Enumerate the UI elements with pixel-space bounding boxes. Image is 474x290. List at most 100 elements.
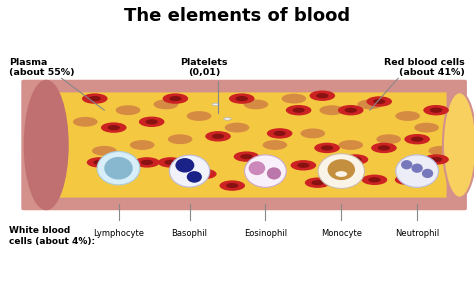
Ellipse shape: [349, 157, 362, 162]
Ellipse shape: [225, 123, 249, 133]
Ellipse shape: [212, 103, 219, 106]
Ellipse shape: [187, 111, 211, 121]
Ellipse shape: [234, 151, 259, 162]
Ellipse shape: [82, 93, 108, 104]
Ellipse shape: [430, 157, 442, 162]
Ellipse shape: [404, 134, 430, 144]
Ellipse shape: [338, 105, 364, 115]
Ellipse shape: [395, 111, 420, 121]
Ellipse shape: [92, 146, 117, 156]
Ellipse shape: [373, 99, 385, 104]
Ellipse shape: [422, 169, 433, 178]
Ellipse shape: [154, 99, 178, 109]
Ellipse shape: [311, 180, 324, 185]
Ellipse shape: [376, 134, 401, 144]
Ellipse shape: [240, 154, 253, 159]
Ellipse shape: [292, 108, 305, 113]
Ellipse shape: [316, 93, 328, 98]
Ellipse shape: [163, 93, 188, 104]
Ellipse shape: [97, 151, 140, 185]
Ellipse shape: [267, 128, 292, 139]
Ellipse shape: [423, 154, 449, 165]
FancyBboxPatch shape: [46, 81, 448, 92]
Text: White blood
cells (about 4%):: White blood cells (about 4%):: [9, 226, 96, 246]
Ellipse shape: [108, 125, 120, 130]
Text: Lymphocyte: Lymphocyte: [93, 229, 144, 238]
Ellipse shape: [187, 171, 202, 183]
Ellipse shape: [259, 168, 272, 174]
Ellipse shape: [205, 131, 231, 142]
Ellipse shape: [24, 80, 69, 210]
Ellipse shape: [93, 160, 106, 165]
Ellipse shape: [321, 145, 333, 151]
Ellipse shape: [175, 158, 194, 173]
Ellipse shape: [297, 163, 310, 168]
Ellipse shape: [368, 177, 381, 182]
Ellipse shape: [411, 137, 423, 142]
Ellipse shape: [357, 99, 382, 109]
Text: Red blood cells
(about 41%): Red blood cells (about 41%): [384, 58, 465, 77]
Ellipse shape: [396, 155, 438, 187]
Ellipse shape: [401, 160, 412, 169]
FancyBboxPatch shape: [21, 80, 467, 210]
Ellipse shape: [423, 105, 449, 115]
Ellipse shape: [273, 131, 286, 136]
Ellipse shape: [401, 177, 414, 182]
Text: Neutrophil: Neutrophil: [395, 229, 439, 238]
Ellipse shape: [286, 105, 311, 115]
Ellipse shape: [219, 180, 245, 191]
Ellipse shape: [130, 140, 155, 150]
Ellipse shape: [345, 108, 357, 113]
Text: Basophil: Basophil: [172, 229, 208, 238]
Ellipse shape: [318, 154, 365, 188]
Ellipse shape: [116, 105, 140, 115]
Ellipse shape: [229, 93, 255, 104]
Ellipse shape: [139, 117, 164, 127]
Ellipse shape: [158, 157, 183, 168]
Ellipse shape: [310, 90, 335, 101]
Ellipse shape: [305, 177, 330, 188]
Ellipse shape: [141, 160, 153, 165]
Ellipse shape: [395, 175, 420, 185]
Text: Eosinophil: Eosinophil: [244, 229, 287, 238]
Ellipse shape: [198, 171, 210, 177]
Ellipse shape: [263, 140, 287, 150]
Ellipse shape: [245, 155, 286, 187]
Ellipse shape: [338, 140, 363, 150]
Ellipse shape: [428, 146, 453, 156]
Ellipse shape: [169, 96, 182, 101]
Ellipse shape: [253, 166, 278, 176]
Ellipse shape: [414, 123, 439, 133]
Ellipse shape: [212, 134, 224, 139]
Ellipse shape: [319, 105, 344, 115]
Ellipse shape: [335, 171, 347, 177]
Ellipse shape: [366, 96, 392, 107]
Ellipse shape: [430, 108, 442, 113]
Ellipse shape: [104, 157, 133, 180]
Ellipse shape: [314, 143, 340, 153]
Ellipse shape: [134, 157, 160, 168]
Ellipse shape: [362, 175, 387, 185]
Text: Plasma
(about 55%): Plasma (about 55%): [9, 58, 75, 77]
FancyBboxPatch shape: [46, 198, 448, 209]
Ellipse shape: [191, 169, 217, 179]
Ellipse shape: [164, 160, 177, 165]
Ellipse shape: [328, 159, 355, 180]
Ellipse shape: [170, 155, 210, 187]
Text: Platelets
(0,01): Platelets (0,01): [180, 58, 228, 77]
Ellipse shape: [224, 118, 231, 120]
Ellipse shape: [89, 96, 101, 101]
Ellipse shape: [73, 117, 98, 127]
FancyBboxPatch shape: [42, 92, 447, 198]
Ellipse shape: [291, 160, 316, 171]
Ellipse shape: [168, 134, 192, 144]
Ellipse shape: [236, 96, 248, 101]
Ellipse shape: [411, 164, 423, 173]
Ellipse shape: [101, 122, 127, 133]
Ellipse shape: [343, 154, 368, 165]
Ellipse shape: [378, 145, 390, 151]
Text: Monocyte: Monocyte: [321, 229, 362, 238]
Ellipse shape: [146, 119, 158, 124]
Ellipse shape: [282, 94, 306, 104]
Ellipse shape: [371, 143, 397, 153]
